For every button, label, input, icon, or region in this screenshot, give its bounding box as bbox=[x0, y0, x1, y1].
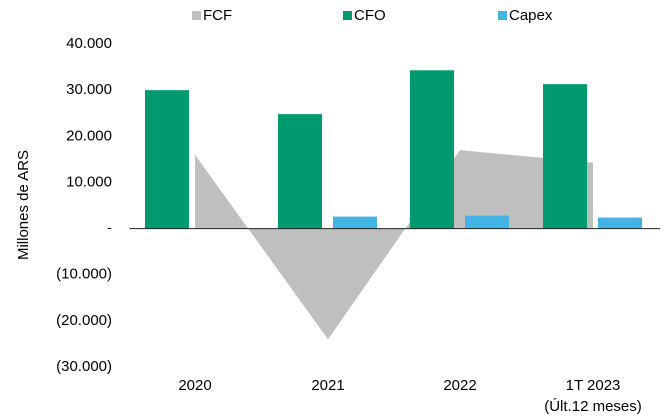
bar bbox=[145, 90, 189, 229]
legend-label: Capex bbox=[509, 7, 553, 24]
y-tick-label: (20.000) bbox=[56, 312, 112, 329]
fcf-area bbox=[195, 150, 593, 340]
legend-swatch bbox=[343, 11, 352, 20]
legend-label: FCF bbox=[203, 7, 232, 24]
y-tick-label: (30.000) bbox=[56, 358, 112, 375]
y-tick-label: - bbox=[107, 220, 112, 237]
y-tick-label: (10.000) bbox=[56, 266, 112, 283]
legend-swatch bbox=[498, 11, 507, 20]
bar bbox=[543, 84, 587, 229]
bar bbox=[598, 217, 642, 229]
y-tick-label: 20.000 bbox=[66, 127, 112, 144]
x-tick-label: 2020 bbox=[178, 377, 211, 394]
x-tick-label: 1T 2023 bbox=[566, 377, 621, 394]
x-tick-label: 2021 bbox=[311, 377, 344, 394]
y-tick-label: 40.000 bbox=[66, 35, 112, 52]
x-tick-label: (Últ.12 meses) bbox=[544, 398, 642, 415]
bar bbox=[410, 70, 454, 229]
x-tick-label: 2022 bbox=[443, 377, 476, 394]
y-tick-label: 30.000 bbox=[66, 81, 112, 98]
y-tick-label: 10.000 bbox=[66, 173, 112, 190]
legend-swatch bbox=[192, 11, 201, 20]
bar bbox=[465, 215, 509, 229]
bar bbox=[278, 114, 322, 229]
y-axis-label: Millones de ARS bbox=[15, 150, 32, 260]
legend-label: CFO bbox=[354, 7, 386, 24]
bar bbox=[333, 216, 377, 229]
